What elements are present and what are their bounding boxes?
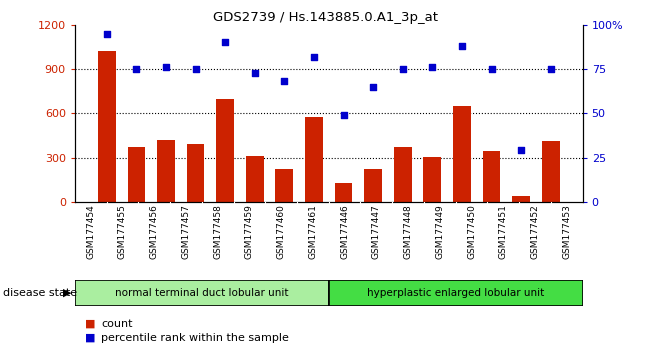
Text: GSM177448: GSM177448 [404, 204, 413, 259]
Bar [246, 156, 264, 202]
Point [368, 84, 378, 90]
Text: disease state: disease state [3, 288, 77, 298]
Text: GSM177455: GSM177455 [118, 204, 127, 259]
Bar [423, 157, 441, 202]
Text: ■: ■ [85, 333, 95, 343]
Point [516, 148, 526, 153]
Bar [216, 98, 234, 202]
Point [398, 66, 408, 72]
Bar [394, 147, 411, 202]
Text: normal terminal duct lobular unit: normal terminal duct lobular unit [115, 288, 288, 298]
Point [220, 40, 230, 45]
Text: GSM177454: GSM177454 [86, 204, 95, 259]
Bar [305, 117, 323, 202]
Text: GSM177458: GSM177458 [213, 204, 222, 259]
Text: GSM177457: GSM177457 [182, 204, 191, 259]
Point [132, 66, 142, 72]
Point [161, 64, 171, 70]
Point [427, 64, 437, 70]
Text: GSM177446: GSM177446 [340, 204, 349, 259]
Text: GSM177456: GSM177456 [150, 204, 159, 259]
Point [546, 66, 556, 72]
Point [190, 66, 201, 72]
Bar [542, 141, 560, 202]
Text: GSM177449: GSM177449 [436, 204, 445, 259]
Text: GSM177459: GSM177459 [245, 204, 254, 259]
Point [339, 112, 349, 118]
Bar [482, 151, 501, 202]
Bar [365, 169, 382, 202]
Text: ▶: ▶ [63, 288, 72, 298]
Bar [453, 106, 471, 202]
Text: GDS2739 / Hs.143885.0.A1_3p_at: GDS2739 / Hs.143885.0.A1_3p_at [213, 11, 438, 24]
Text: GSM177447: GSM177447 [372, 204, 381, 259]
Text: count: count [101, 319, 132, 329]
Bar [512, 196, 530, 202]
Bar [329, 280, 583, 306]
Text: ■: ■ [85, 319, 95, 329]
Text: GSM177461: GSM177461 [309, 204, 318, 259]
Bar [75, 280, 329, 306]
Bar [187, 144, 204, 202]
Point [486, 66, 497, 72]
Bar [335, 183, 352, 202]
Bar [275, 169, 293, 202]
Bar [98, 51, 116, 202]
Text: GSM177460: GSM177460 [277, 204, 286, 259]
Bar [128, 147, 145, 202]
Text: GSM177451: GSM177451 [499, 204, 508, 259]
Point [309, 54, 319, 59]
Point [279, 79, 290, 84]
Text: GSM177450: GSM177450 [467, 204, 476, 259]
Bar [157, 140, 175, 202]
Point [457, 43, 467, 49]
Text: GSM177453: GSM177453 [562, 204, 572, 259]
Text: hyperplastic enlarged lobular unit: hyperplastic enlarged lobular unit [367, 288, 544, 298]
Text: percentile rank within the sample: percentile rank within the sample [101, 333, 289, 343]
Point [102, 31, 112, 36]
Point [249, 70, 260, 75]
Text: GSM177452: GSM177452 [531, 204, 540, 259]
